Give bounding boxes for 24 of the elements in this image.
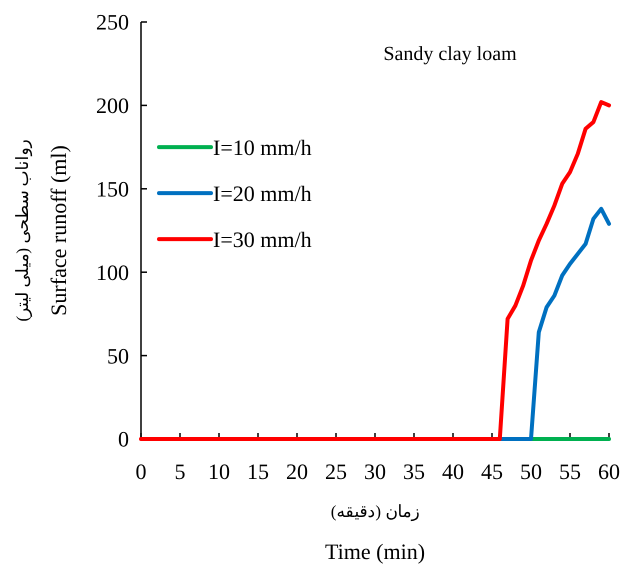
y-tick-label: 150 bbox=[96, 176, 129, 202]
text: Sandy clay loam bbox=[383, 43, 518, 65]
x-tick-label: 15 bbox=[247, 459, 269, 484]
y-tick-label: 200 bbox=[96, 93, 129, 118]
legend-label: I=10 mm/h bbox=[213, 134, 312, 160]
y-tick-label: 100 bbox=[96, 260, 129, 285]
x-tick-label: 40 bbox=[442, 459, 464, 484]
y-tick-label: 250 bbox=[96, 10, 129, 35]
x-tick-label: 10 bbox=[208, 459, 230, 484]
x-tick-label: 0 bbox=[136, 459, 146, 484]
x-tick-label: 20 bbox=[286, 459, 308, 484]
x-tick-label: 50 bbox=[520, 459, 542, 484]
legend-label: I=30 mm/h bbox=[213, 226, 312, 252]
line-series bbox=[139, 100, 611, 441]
x-tick-label: 30 bbox=[364, 459, 386, 484]
y-tick-label: 0 bbox=[118, 426, 129, 452]
x-tick-label: 60 bbox=[598, 459, 620, 484]
x-tick-label: 25 bbox=[325, 459, 347, 484]
legend-label: I=20 mm/h bbox=[213, 180, 312, 206]
x-tick-label: 35 bbox=[403, 459, 425, 484]
x-tick-label: 45 bbox=[481, 459, 503, 484]
x-tick-label: 5 bbox=[174, 459, 186, 484]
x-tick-label: 55 bbox=[559, 459, 581, 484]
y-tick-label: 50 bbox=[107, 343, 129, 368]
